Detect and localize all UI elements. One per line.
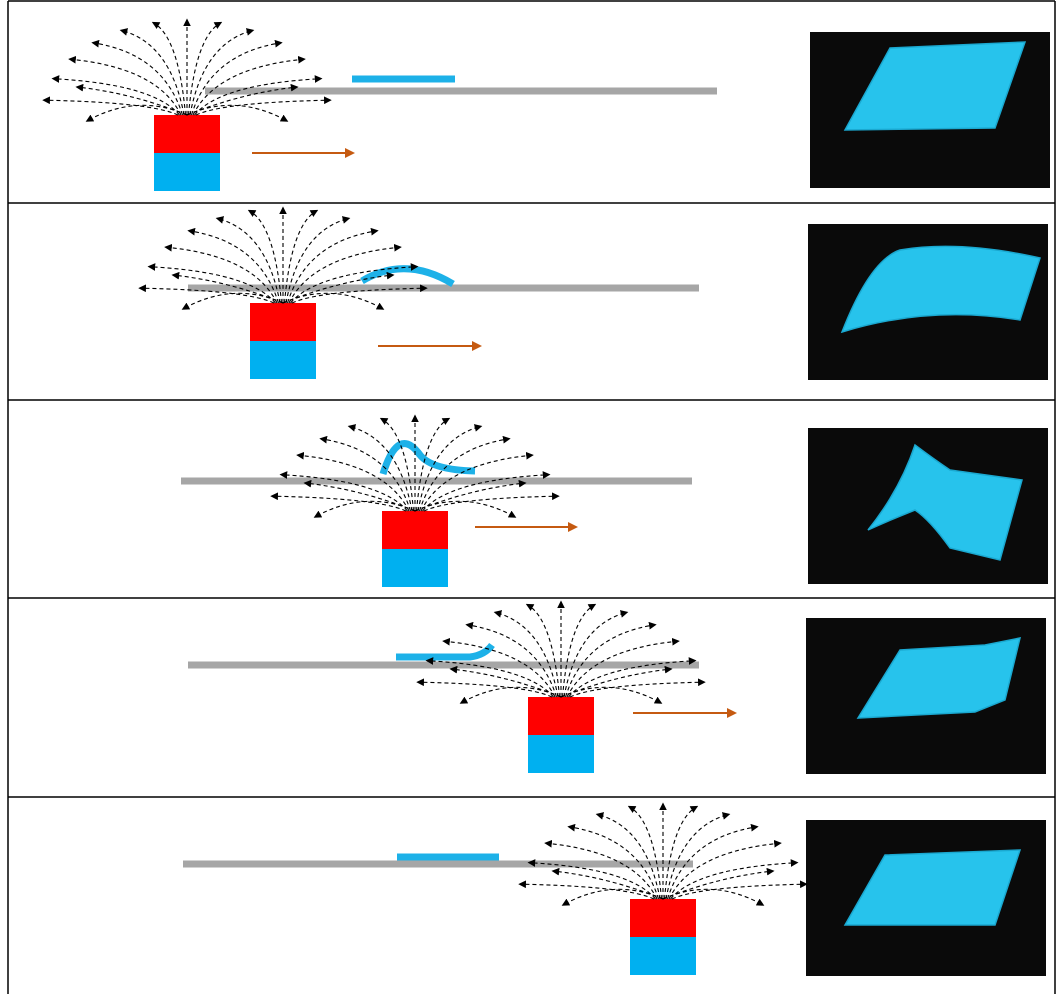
- field-line: [420, 439, 510, 511]
- magnet-north: [630, 899, 696, 937]
- field-line: [566, 625, 656, 697]
- field-line: [195, 79, 321, 115]
- magnet-north: [154, 115, 220, 153]
- field-line: [663, 871, 773, 899]
- magnet-south: [250, 341, 316, 379]
- field-line: [93, 43, 183, 115]
- magnet-south: [528, 735, 594, 773]
- panel: [188, 602, 1046, 774]
- field-line: [192, 43, 282, 115]
- field-line: [196, 100, 330, 115]
- sample-strip: [396, 645, 492, 657]
- field-line: [553, 871, 663, 899]
- sample-strip: [362, 269, 453, 284]
- panel: [183, 804, 1046, 976]
- magnet-north: [528, 697, 594, 735]
- magnet-north: [382, 511, 448, 549]
- magnet-south: [630, 937, 696, 975]
- field-line: [424, 496, 558, 511]
- field-line: [561, 669, 671, 697]
- field-line: [77, 87, 187, 115]
- field-line: [189, 231, 279, 303]
- field-line: [451, 669, 561, 697]
- field-line: [288, 231, 378, 303]
- field-line: [467, 625, 557, 697]
- panel: [181, 416, 1048, 587]
- magnet-south: [154, 153, 220, 191]
- magnet-south: [382, 549, 448, 587]
- field-line: [418, 682, 552, 697]
- sample-strip: [383, 444, 475, 474]
- field-line: [529, 863, 655, 899]
- field-line: [272, 496, 406, 511]
- field-line: [305, 483, 415, 511]
- figure: [0, 0, 1059, 994]
- field-line: [570, 682, 704, 697]
- magnet-north: [250, 303, 316, 341]
- panel: [140, 208, 1048, 380]
- field-line: [44, 100, 178, 115]
- field-line: [53, 79, 179, 115]
- field-line: [415, 483, 525, 511]
- field-line: [520, 884, 654, 899]
- field-line: [672, 884, 806, 899]
- panel: [44, 20, 1050, 191]
- field-line: [671, 863, 797, 899]
